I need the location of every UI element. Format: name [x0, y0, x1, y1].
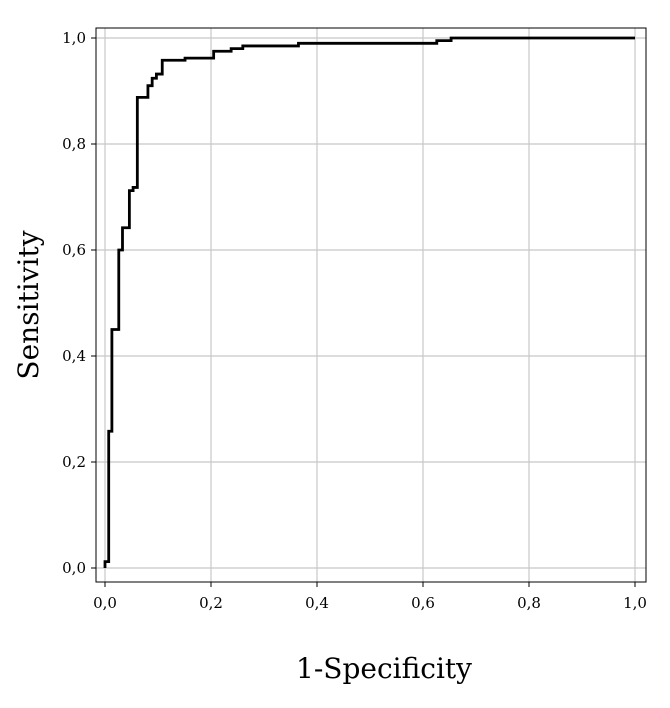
x-axis-title: 1-Specificity — [296, 652, 472, 685]
y-tick-label: 0,8 — [62, 135, 86, 153]
y-tick-label: 0,4 — [62, 347, 86, 365]
x-tick-label: 0,8 — [517, 594, 541, 612]
axis-ticks — [91, 37, 636, 587]
y-tick-labels: 0,0 0,2 0,4 0,6 0,8 1,0 — [62, 29, 86, 577]
y-tick-label: 0,2 — [62, 453, 86, 471]
y-axis-title: Sensitivity — [12, 230, 45, 379]
x-tick-label: 0,4 — [305, 594, 329, 612]
x-tick-label: 0,6 — [411, 594, 435, 612]
y-tick-label: 0,0 — [62, 559, 86, 577]
x-tick-label: 0,2 — [199, 594, 223, 612]
x-tick-label: 1,0 — [623, 594, 647, 612]
grid — [96, 28, 646, 582]
plot-frame — [95, 27, 647, 583]
y-tick-label: 0,6 — [62, 241, 86, 259]
x-tick-label: 0,0 — [93, 594, 117, 612]
y-tick-label: 1,0 — [62, 29, 86, 47]
x-tick-labels: 0,0 0,2 0,4 0,6 0,8 1,0 — [93, 594, 647, 612]
roc-curve — [103, 36, 635, 568]
